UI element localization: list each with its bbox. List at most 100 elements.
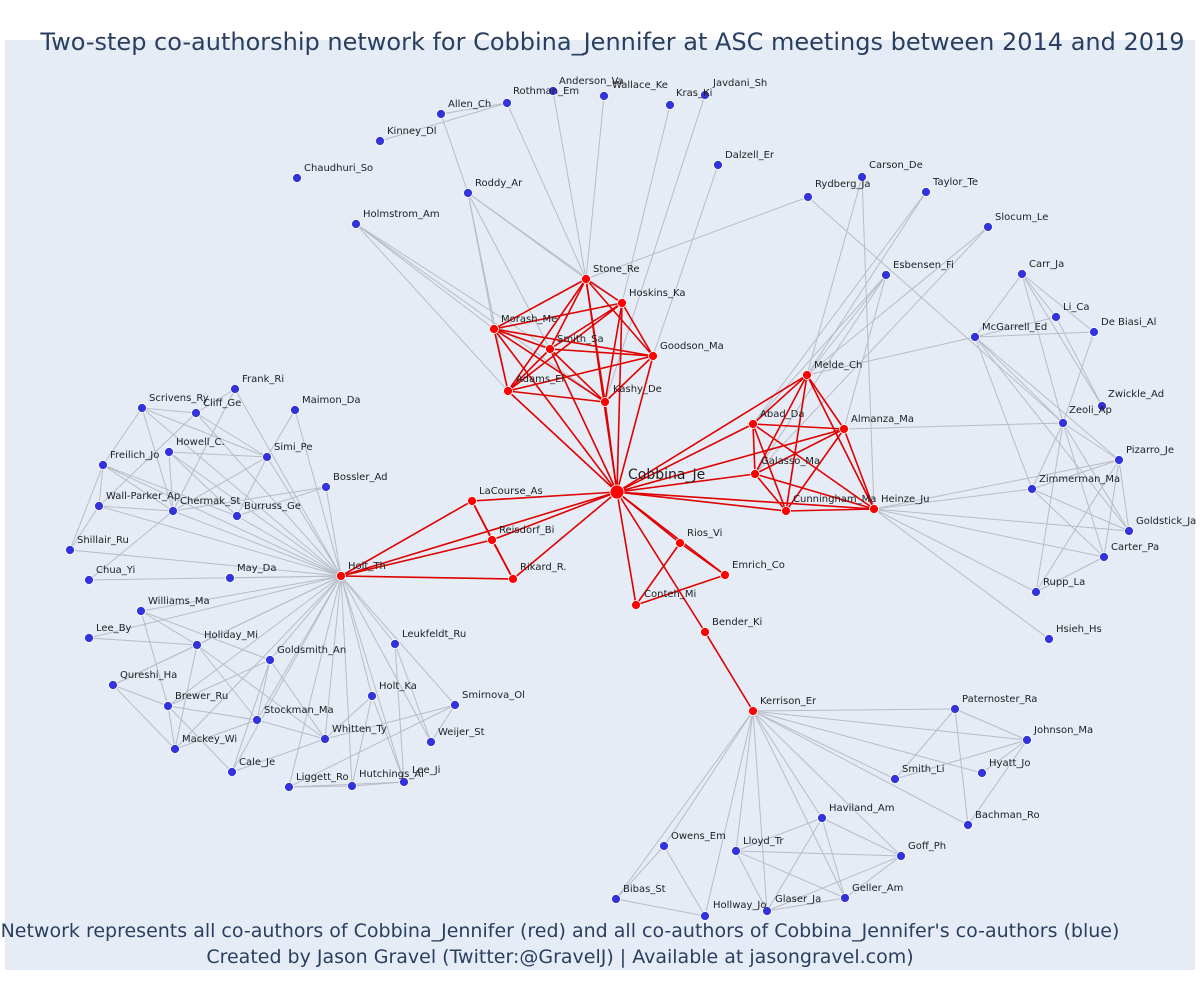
red-node-reisdorf-bi[interactable] <box>487 535 497 545</box>
blue-node-dalzell-er[interactable] <box>713 160 723 170</box>
blue-node-zeoli-ap[interactable] <box>1058 418 1068 428</box>
red-node-almanza-ma[interactable] <box>839 424 849 434</box>
blue-node-cliff-ge[interactable] <box>191 408 201 418</box>
blue-node-williams-ma[interactable] <box>136 606 146 616</box>
blue-node-wall-parker-ap[interactable] <box>94 501 104 511</box>
blue-node-wallace-ke[interactable] <box>599 91 609 101</box>
blue-node-rupp-la[interactable] <box>1031 587 1041 597</box>
blue-node-allen-ch[interactable] <box>436 109 446 119</box>
blue-node-roddy-ar[interactable] <box>463 188 473 198</box>
blue-node-pizarro-je[interactable] <box>1114 455 1124 465</box>
blue-node-simi-pe[interactable] <box>262 452 272 462</box>
blue-node-slocum-le[interactable] <box>983 222 993 232</box>
blue-node-weijer-st[interactable] <box>426 737 436 747</box>
blue-node-mcgarrell-ed[interactable] <box>970 332 980 342</box>
red-node-heinze-ju[interactable] <box>869 504 879 514</box>
blue-node-haviland-am[interactable] <box>817 813 827 823</box>
blue-node-bossler-ad[interactable] <box>321 482 331 492</box>
blue-node-cale-je[interactable] <box>227 767 237 777</box>
blue-node-chaudhuri-so[interactable] <box>292 173 302 183</box>
blue-node-maimon-da[interactable] <box>290 405 300 415</box>
blue-node-javdani-sh[interactable] <box>700 90 710 100</box>
red-node-adams-el[interactable] <box>503 386 513 396</box>
blue-node-bibas-st[interactable] <box>611 894 621 904</box>
blue-node-chua-yi[interactable] <box>84 575 94 585</box>
red-node-conteh-mi[interactable] <box>631 600 641 610</box>
blue-node-goldsmith-an[interactable] <box>265 655 275 665</box>
blue-node-carter-pa[interactable] <box>1099 552 1109 562</box>
red-node-hoskins-ka[interactable] <box>617 298 627 308</box>
grey-edge <box>1031 488 1130 532</box>
blue-node-qureshi-ha[interactable] <box>108 680 118 690</box>
blue-node-geller-am[interactable] <box>840 893 850 903</box>
blue-node-stockman-ma[interactable] <box>252 715 262 725</box>
blue-node-johnson-ma[interactable] <box>1022 735 1032 745</box>
red-node-kerrison-er[interactable] <box>748 706 758 716</box>
blue-node-li-ca[interactable] <box>1051 312 1061 322</box>
blue-node-owens-em[interactable] <box>659 841 669 851</box>
blue-node-smith-li[interactable] <box>890 774 900 784</box>
blue-node-esbensen-fi[interactable] <box>881 270 891 280</box>
blue-node-goff-ph[interactable] <box>896 851 906 861</box>
blue-node-hyatt-jo[interactable] <box>977 768 987 778</box>
red-node-goodson-ma[interactable] <box>648 351 658 361</box>
blue-node-may-da[interactable] <box>225 573 235 583</box>
blue-node-freilich-jo[interactable] <box>98 460 108 470</box>
red-node-emrich-co[interactable] <box>720 570 730 580</box>
red-node-stone-re[interactable] <box>581 274 591 284</box>
blue-node-rothman-em[interactable] <box>502 98 512 108</box>
blue-node-carson-de[interactable] <box>857 172 867 182</box>
blue-node-kras-ki[interactable] <box>665 100 675 110</box>
blue-node-holt-ka[interactable] <box>367 691 377 701</box>
blue-node-holiday-mi[interactable] <box>192 640 202 650</box>
red-edge <box>616 491 706 633</box>
blue-node-whitten-ty[interactable] <box>320 734 330 744</box>
blue-node-goldstick-ja[interactable] <box>1124 526 1134 536</box>
blue-node-paternoster-ra[interactable] <box>950 704 960 714</box>
blue-node-hutchings-al[interactable] <box>347 781 357 791</box>
red-node-lacourse-as[interactable] <box>467 496 477 506</box>
blue-node-rydberg-ja[interactable] <box>803 192 813 202</box>
blue-node-howell-c[interactable] <box>164 447 174 457</box>
grey-edge <box>294 409 342 577</box>
blue-node-hollway-jo[interactable] <box>700 911 710 921</box>
red-node-abad-da[interactable] <box>748 419 758 429</box>
blue-node-de-biasi-al[interactable] <box>1089 327 1099 337</box>
red-node-galasso-ma[interactable] <box>750 469 760 479</box>
red-node-holt-th[interactable] <box>336 571 346 581</box>
blue-node-anderson-va[interactable] <box>548 86 558 96</box>
blue-node-bachman-ro[interactable] <box>963 820 973 830</box>
red-node-morash-me[interactable] <box>489 324 499 334</box>
red-node-smith-sa[interactable] <box>545 344 555 354</box>
blue-node-chermak-st[interactable] <box>168 506 178 516</box>
red-node-bender-ki[interactable] <box>700 627 710 637</box>
blue-node-brewer-ru[interactable] <box>163 701 173 711</box>
blue-node-holmstrom-am[interactable] <box>351 219 361 229</box>
blue-node-lee-ji[interactable] <box>399 777 409 787</box>
red-node-cunningham-ma[interactable] <box>781 506 791 516</box>
blue-node-leukfeldt-ru[interactable] <box>390 639 400 649</box>
blue-node-frank-ri[interactable] <box>230 384 240 394</box>
blue-node-kinney-dl[interactable] <box>375 136 385 146</box>
blue-node-lloyd-tr[interactable] <box>731 846 741 856</box>
blue-node-burruss-ge[interactable] <box>232 511 242 521</box>
blue-node-glaser-ja[interactable] <box>762 906 772 916</box>
red-node-rios-vi[interactable] <box>675 538 685 548</box>
red-node-kashy-de[interactable] <box>600 397 610 407</box>
blue-node-scrivens-ry[interactable] <box>137 403 147 413</box>
blue-node-zwickle-ad[interactable] <box>1097 401 1107 411</box>
red-node-cobbina-je[interactable] <box>609 484 625 500</box>
blue-node-hsieh-hs[interactable] <box>1044 634 1054 644</box>
blue-node-shillair-ru[interactable] <box>65 545 75 555</box>
blue-node-mackey-wi[interactable] <box>170 744 180 754</box>
node-label-javdani-sh: Javdani_Sh <box>712 78 767 89</box>
blue-node-lee-by[interactable] <box>84 633 94 643</box>
blue-node-liggett-ro[interactable] <box>284 782 294 792</box>
blue-node-taylor-te[interactable] <box>921 187 931 197</box>
blue-node-smirnova-ol[interactable] <box>450 700 460 710</box>
red-edge <box>585 278 623 304</box>
red-node-rikard-r[interactable] <box>508 574 518 584</box>
blue-node-zimmerman-ma[interactable] <box>1027 484 1037 494</box>
blue-node-carr-ja[interactable] <box>1017 269 1027 279</box>
red-node-melde-ch[interactable] <box>802 370 812 380</box>
